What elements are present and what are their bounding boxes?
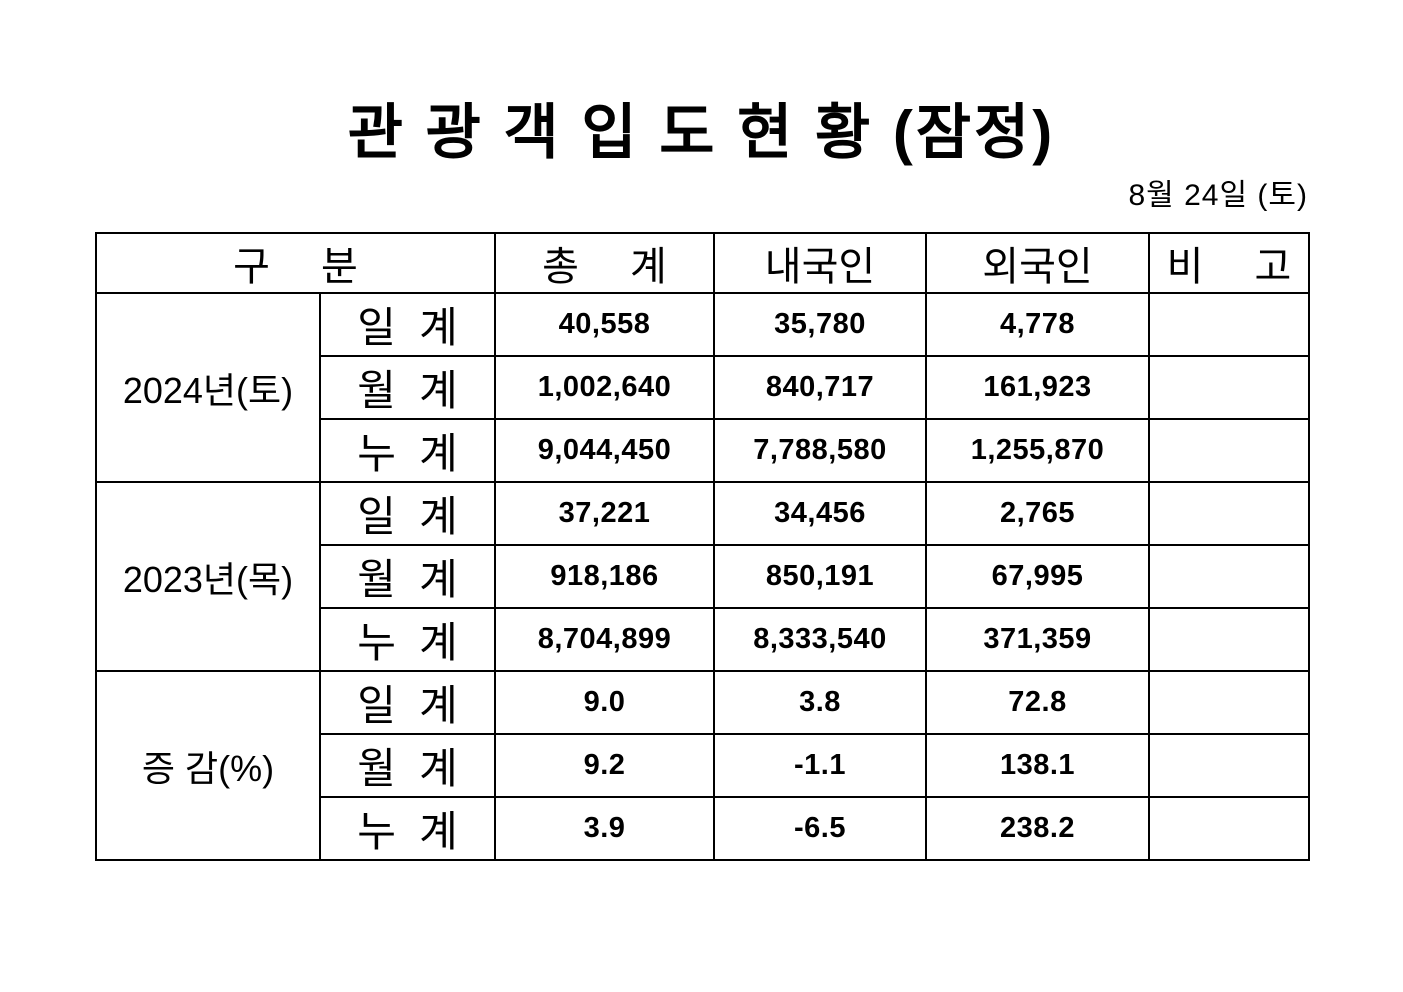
- row-label-cumulative: 누 계: [319, 607, 496, 672]
- cell-domestic: 35,780: [713, 292, 927, 357]
- cell-domestic: 840,717: [713, 355, 927, 420]
- table-row: 증 감(%) 일 계 9.0 3.8 72.8: [95, 670, 1310, 861]
- cell-remarks: [1148, 418, 1310, 483]
- cell-total: 37,221: [494, 481, 715, 546]
- date-label: 8월 24일 (토): [1128, 179, 1308, 212]
- table-row: 누 계 3.9 -6.5 238.2: [96, 796, 1310, 861]
- cell-domestic: 3.8: [713, 670, 927, 735]
- table-row: 누 계 8,704,899 8,333,540 371,359: [96, 607, 1310, 672]
- cell-domestic: -6.5: [713, 796, 927, 861]
- cell-total: 1,002,640: [494, 355, 715, 420]
- table-row: 월 계 1,002,640 840,717 161,923: [96, 355, 1310, 420]
- group-label-2024: 2024년(토): [95, 292, 321, 483]
- table-row: 2024년(토) 일 계 40,558 35,780 4,778: [95, 292, 1310, 483]
- row-label-monthly: 월 계: [319, 355, 496, 420]
- cell-total: 8,704,899: [494, 607, 715, 672]
- cell-total: 3.9: [494, 796, 715, 861]
- cell-remarks: [1148, 544, 1310, 609]
- cell-domestic: 7,788,580: [713, 418, 927, 483]
- table-row: 월 계 918,186 850,191 67,995: [96, 544, 1310, 609]
- header-foreign: 외국인: [925, 232, 1150, 294]
- row-label-daily: 일 계: [319, 670, 496, 735]
- cell-total: 9.2: [494, 733, 715, 798]
- header-domestic: 내국인: [713, 232, 927, 294]
- cell-remarks: [1148, 292, 1310, 357]
- row-label-cumulative: 누 계: [319, 418, 496, 483]
- cell-remarks: [1148, 481, 1310, 546]
- cell-total: 918,186: [494, 544, 715, 609]
- table-row: 누 계 9,044,450 7,788,580 1,255,870: [96, 418, 1310, 483]
- row-label-cumulative: 누 계: [319, 796, 496, 861]
- cell-remarks: [1148, 670, 1310, 735]
- row-label-daily: 일 계: [319, 292, 496, 357]
- cell-domestic: -1.1: [713, 733, 927, 798]
- cell-foreign: 371,359: [925, 607, 1150, 672]
- group-label-2023: 2023년(목): [95, 481, 321, 672]
- page-title: 관 광 객 입 도 현 황 (잠정): [347, 99, 1056, 166]
- cell-foreign: 161,923: [925, 355, 1150, 420]
- cell-total: 9,044,450: [494, 418, 715, 483]
- header-category: 구 분: [95, 232, 496, 294]
- cell-remarks: [1148, 733, 1310, 798]
- cell-foreign: 67,995: [925, 544, 1150, 609]
- cell-foreign: 72.8: [925, 670, 1150, 735]
- header-total: 총 계: [494, 232, 715, 294]
- cell-domestic: 34,456: [713, 481, 927, 546]
- cell-domestic: 850,191: [713, 544, 927, 609]
- cell-foreign: 2,765: [925, 481, 1150, 546]
- table-row: 월 계 9.2 -1.1 138.1: [96, 733, 1310, 798]
- cell-domestic: 8,333,540: [713, 607, 927, 672]
- cell-remarks: [1148, 355, 1310, 420]
- cell-total: 40,558: [494, 292, 715, 357]
- table-header-row: 구 분 총 계 내국인 외국인 비 고: [95, 232, 1310, 294]
- cell-remarks: [1148, 607, 1310, 672]
- table-row: 2023년(목) 일 계 37,221 34,456 2,765: [95, 481, 1310, 672]
- cell-remarks: [1148, 796, 1310, 861]
- header-remarks: 비 고: [1148, 232, 1310, 294]
- row-label-daily: 일 계: [319, 481, 496, 546]
- cell-foreign: 238.2: [925, 796, 1150, 861]
- cell-foreign: 1,255,870: [925, 418, 1150, 483]
- tourist-arrivals-table: 구 분 총 계 내국인 외국인 비 고 2024년(토) 일 계 40,558 …: [95, 232, 1310, 861]
- group-label-change-pct: 증 감(%): [95, 670, 321, 861]
- cell-foreign: 138.1: [925, 733, 1150, 798]
- cell-total: 9.0: [494, 670, 715, 735]
- cell-foreign: 4,778: [925, 292, 1150, 357]
- row-label-monthly: 월 계: [319, 733, 496, 798]
- tourist-arrivals-table-wrap: 구 분 총 계 내국인 외국인 비 고 2024년(토) 일 계 40,558 …: [95, 232, 1310, 861]
- row-label-monthly: 월 계: [319, 544, 496, 609]
